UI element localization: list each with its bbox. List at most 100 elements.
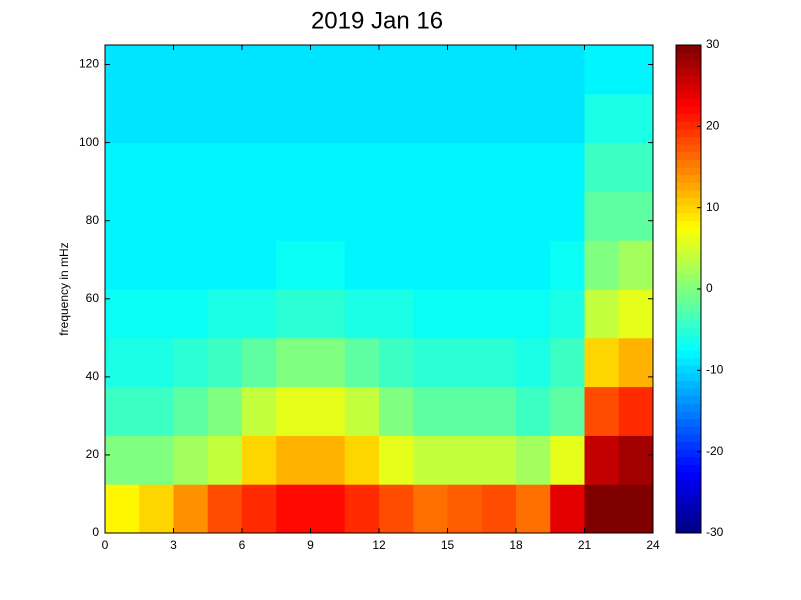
heatmap-cell [276, 289, 311, 339]
heatmap-cell [207, 45, 243, 95]
heatmap-cell [584, 484, 620, 534]
heatmap-cell [516, 386, 551, 436]
colorbar-swatch [676, 121, 701, 130]
heatmap-cell [379, 240, 414, 290]
heatmap-cell [242, 191, 277, 241]
colorbar-swatch [676, 472, 701, 481]
heatmap-cell [310, 435, 346, 485]
heatmap-cell [379, 93, 414, 144]
colorbar-tick-label: -30 [706, 525, 724, 539]
heatmap-cell [242, 289, 277, 339]
colorbar-swatch [676, 212, 701, 221]
heatmap-cell [207, 93, 243, 144]
x-tick-label: 9 [307, 538, 314, 552]
heatmap-cell [516, 240, 551, 290]
colorbar-swatch [676, 266, 701, 275]
heatmap-cell [550, 142, 585, 192]
heatmap-cell [379, 45, 414, 95]
heatmap-cell [481, 240, 517, 290]
colorbar-swatch [676, 289, 701, 298]
colorbar-swatch [676, 189, 701, 198]
heatmap-cell [207, 484, 243, 534]
heatmap-cell [516, 484, 551, 534]
heatmap-cell [173, 386, 209, 436]
heatmap-cell [413, 240, 448, 290]
heatmap-cell [516, 289, 551, 339]
heatmap-cell [618, 484, 654, 534]
heatmap-cell [310, 142, 346, 192]
colorbar-swatch [676, 304, 701, 313]
colorbar-swatch [676, 106, 701, 115]
colorbar-swatch [676, 403, 701, 412]
heatmap-cell [379, 386, 414, 436]
heatmap-cell [379, 191, 414, 241]
heatmap-cell [516, 93, 551, 144]
colorbar-swatch [676, 456, 701, 465]
heatmap-cell [447, 386, 483, 436]
y-tick-label: 0 [92, 525, 99, 539]
colorbar-swatch [676, 75, 701, 84]
heatmap-cell [276, 435, 311, 485]
heatmap-cell [207, 191, 243, 241]
heatmap-cell [584, 45, 620, 95]
colorbar-tick-label: -10 [706, 363, 724, 377]
heatmap-cell [242, 93, 277, 144]
heatmap-cell [276, 386, 311, 436]
heatmap-cell [584, 289, 620, 339]
x-tick-label: 24 [646, 538, 660, 552]
colorbar-swatch [676, 418, 701, 427]
heatmap-cell [242, 337, 277, 388]
colorbar-swatch [676, 365, 701, 374]
colorbar-swatch [676, 525, 701, 534]
heatmap-cell [379, 484, 414, 534]
heatmap-cell [207, 142, 243, 192]
x-tick-label: 18 [509, 538, 523, 552]
heatmap-cell [139, 191, 174, 241]
heatmap-cell [516, 435, 551, 485]
heatmap-cell [344, 289, 380, 339]
heatmap-cell [447, 240, 483, 290]
y-tick-label: 100 [79, 135, 99, 149]
heatmap-cell [173, 484, 209, 534]
colorbar-swatch [676, 159, 701, 168]
colorbar-swatch [676, 296, 701, 305]
heatmap-cell [310, 191, 346, 241]
colorbar-swatch [676, 426, 701, 435]
heatmap-cell [516, 142, 551, 192]
heatmap-cell [105, 289, 140, 339]
heatmap-cell [207, 289, 243, 339]
heatmap-cell [139, 435, 174, 485]
colorbar-swatch [676, 441, 701, 450]
colorbar-swatch [676, 98, 701, 107]
heatmap-cell [413, 435, 448, 485]
heatmap-cell [173, 93, 209, 144]
heatmap-cell [173, 240, 209, 290]
heatmap-cell [618, 45, 654, 95]
heatmap-cell [550, 484, 585, 534]
colorbar-swatch [676, 83, 701, 92]
heatmap-cell [105, 93, 140, 144]
colorbar-swatch [676, 220, 701, 229]
colorbar-swatch [676, 174, 701, 183]
heatmap-cell [413, 484, 448, 534]
colorbar-swatch [676, 479, 701, 488]
colorbar-tick-label: 20 [706, 119, 720, 133]
colorbar-swatch [676, 182, 701, 191]
heatmap-cell [481, 93, 517, 144]
heatmap-cell [481, 337, 517, 388]
heatmap-cell [310, 484, 346, 534]
colorbar-swatch [676, 388, 701, 397]
heatmap-cell [413, 142, 448, 192]
heatmap-cell [481, 142, 517, 192]
heatmap-cell [344, 191, 380, 241]
heatmap-cell [310, 45, 346, 95]
heatmap-cell [105, 386, 140, 436]
colorbar-tick-label: -20 [706, 444, 724, 458]
heatmap-cell [516, 337, 551, 388]
heatmap-cell [379, 289, 414, 339]
heatmap-cell [344, 45, 380, 95]
heatmap-cell [242, 435, 277, 485]
heatmap-cell [173, 45, 209, 95]
heatmap-cell [447, 142, 483, 192]
colorbar-swatch [676, 311, 701, 320]
